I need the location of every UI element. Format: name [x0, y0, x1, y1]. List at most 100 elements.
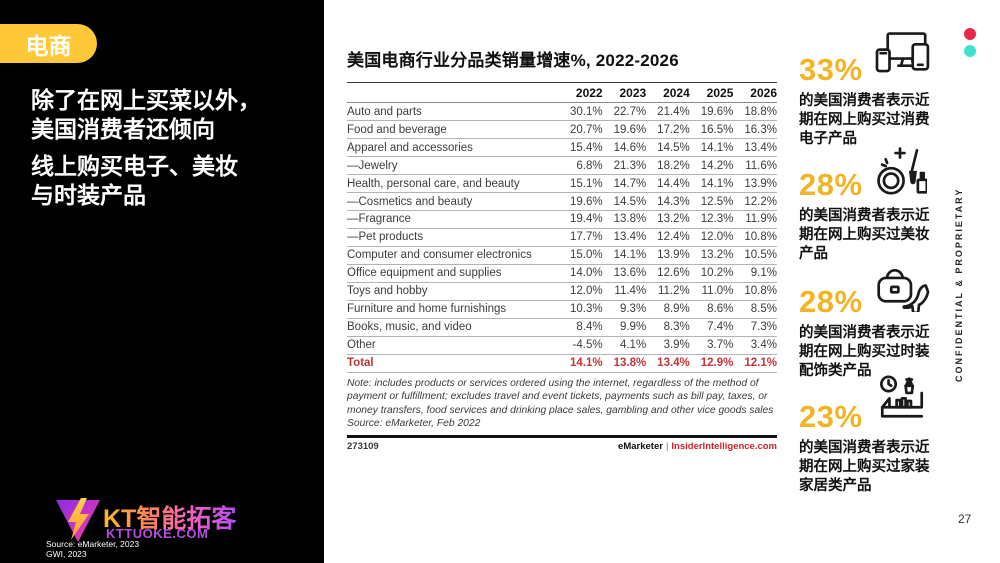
table-row: Food and beverage 20.7% 19.6% 17.2% 16.5% 16.… [347, 120, 777, 139]
brand-separator: | [665, 441, 669, 453]
row-value: -4.5% [559, 336, 603, 355]
row-value: 6.8% [559, 156, 603, 175]
row-value: 8.3% [646, 318, 690, 337]
chart-title: 美国电商行业分品类销量增速%, 2022-2026 [347, 51, 679, 70]
row-value: 14.5% [602, 192, 647, 211]
row-value: 8.4% [559, 318, 603, 337]
stat-percent: 23% [799, 399, 863, 434]
stat-percent: 28% [799, 167, 863, 202]
row-value: 10.3% [559, 300, 603, 319]
table-row: —Pet products 17.7% 13.4% 12.4% 12.0% 10.8% [347, 228, 777, 247]
row-value: 19.4% [559, 210, 603, 229]
row-value: 13.9% [646, 246, 690, 265]
row-value: 10.8% [733, 282, 777, 301]
table-row: —Fragrance 19.4% 13.8% 13.2% 12.3% 11.9% [347, 210, 777, 229]
row-value: 3.7% [689, 336, 734, 355]
stat-description: 的美国消费者表示近 期在网上购买过家装 家居类产品 [799, 440, 930, 494]
slide-headline: 除了在网上买菜以外， 美国消费者还倾向 线上购买电子、美妆 与时装产品 [31, 86, 309, 211]
table-row: Books, music, and video 8.4% 9.9% 8.3% 7.4% 7… [347, 318, 777, 337]
row-value: 13.9% [733, 174, 777, 193]
makeup-icon [873, 145, 928, 200]
row-value: 13.4% [602, 228, 647, 247]
growth-table-body: Auto and parts 30.1% 22.7% 21.4% 19.6% 18.8% F… [347, 102, 777, 373]
row-value: 12.6% [646, 264, 690, 283]
headline-line: 除了在网上买菜以外， [31, 87, 261, 113]
row-value: 12.3% [689, 210, 734, 229]
row-label: Auto and parts [347, 102, 559, 121]
row-value: 8.6% [689, 300, 734, 319]
row-label: —Fragrance [347, 210, 559, 229]
stat-percent: 33% [799, 52, 863, 87]
row-label: Apparel and accessories [347, 138, 559, 157]
home-furnishings-icon [873, 375, 931, 432]
row-value: 12.0% [559, 282, 603, 301]
row-value: 14.1% [689, 138, 734, 157]
table-note: Note: includes products or services orde… [347, 377, 777, 439]
stat-home: 23% 的美国消费者表示近 期在网上购买过家装 家居类产品 [799, 375, 949, 494]
confidential-label: CONFIDENTIAL & PROPRIETARY [954, 187, 964, 383]
row-value: 14.2% [689, 156, 734, 175]
row-value: 15.4% [559, 138, 603, 157]
stat-percent: 28% [799, 284, 863, 319]
row-label: Other [347, 336, 559, 355]
page-number: 27 [958, 512, 972, 526]
row-value: 4.1% [602, 336, 647, 355]
table-row: Office equipment and supplies 14.0% 13.6% 1… [347, 264, 777, 283]
table-row: Health, personal care, and beauty 15.1% 14… [347, 174, 777, 193]
headline-line: 美国消费者还倾向 [31, 116, 215, 143]
red-dot-decoration [964, 28, 976, 40]
row-label: Health, personal care, and beauty [347, 174, 559, 193]
row-value: 19.6% [559, 192, 603, 211]
row-label: Office equipment and supplies [347, 264, 559, 283]
row-value: 9.3% [602, 300, 647, 319]
row-value: 17.7% [559, 228, 603, 247]
headline-line: 线上购买电子、美妆 [31, 152, 238, 179]
devices-icon [873, 30, 931, 85]
table-row: Other -4.5% 4.1% 3.9% 3.7% 3.4% [347, 336, 777, 355]
row-label: Toys and hobby [347, 282, 559, 301]
header-year: 2022 [559, 82, 603, 103]
row-value: 11.0% [689, 282, 734, 301]
row-value: 18.8% [733, 102, 777, 121]
source-line: GWI, 2023 [46, 549, 87, 560]
row-value: 14.6% [602, 138, 647, 157]
row-value: 14.0% [559, 264, 603, 283]
row-value: 10.5% [733, 246, 777, 265]
row-value: 11.6% [733, 156, 777, 175]
row-value: 11.2% [646, 282, 690, 301]
header-year: 2023 [602, 82, 647, 103]
row-label: Books, music, and video [347, 318, 559, 337]
row-value: 12.0% [689, 228, 734, 247]
row-value: 8.5% [733, 300, 777, 319]
row-value: 12.2% [733, 192, 777, 211]
teal-dot-decoration [964, 45, 976, 57]
row-value: 14.4% [646, 174, 690, 193]
stat-fashion: 28% 的美国消费者表示近 期在网上购买过时装 配饰类产品 [799, 260, 949, 379]
row-value: 3.9% [646, 336, 690, 355]
row-value: 14.1% [689, 174, 734, 193]
headline-line: 与时装产品 [31, 182, 146, 209]
row-label: —Cosmetics and beauty [347, 192, 559, 211]
row-value: 14.1% [602, 246, 647, 265]
row-value: 17.2% [646, 120, 690, 139]
stat-description: 的美国消费者表示近 期在网上购买过美妆 产品 [799, 208, 930, 262]
row-value: 19.6% [689, 102, 734, 121]
stat-beauty: 28% 的美国消费者表示近 期在网上购买过美妆 产品 [799, 145, 949, 262]
row-value: 14.3% [646, 192, 690, 211]
row-value: 13.4% [733, 138, 777, 157]
source-note: Source: eMarketer, 2023 GWI, 2023 [46, 539, 139, 559]
row-label: —Jewelry [347, 156, 559, 175]
insiderintelligence-brand: InsiderIntelligence.com [671, 441, 777, 453]
emarketer-brand: eMarketer [618, 441, 663, 453]
row-value: 13.8% [602, 354, 647, 373]
row-value: 13.6% [602, 264, 647, 283]
stat-description: 的美国消费者表示近 期在网上购买过时装 配饰类产品 [799, 325, 930, 379]
table-row: —Cosmetics and beauty 19.6% 14.5% 14.3% 12.5… [347, 192, 777, 211]
table-row: Computer and consumer electronics 15.0% 14… [347, 246, 777, 265]
row-value: 9.9% [602, 318, 647, 337]
row-value: 12.5% [689, 192, 734, 211]
table-header-row: 2022 2023 2024 2025 2026 [347, 82, 777, 103]
sidebar: 电商 除了在网上买菜以外， 美国消费者还倾向 线上购买电子、美妆 与时装产品 K… [0, 0, 324, 563]
table-footer: 273109 eMarketer | InsiderIntelligence.com [347, 441, 777, 452]
row-value: 13.8% [602, 210, 647, 229]
